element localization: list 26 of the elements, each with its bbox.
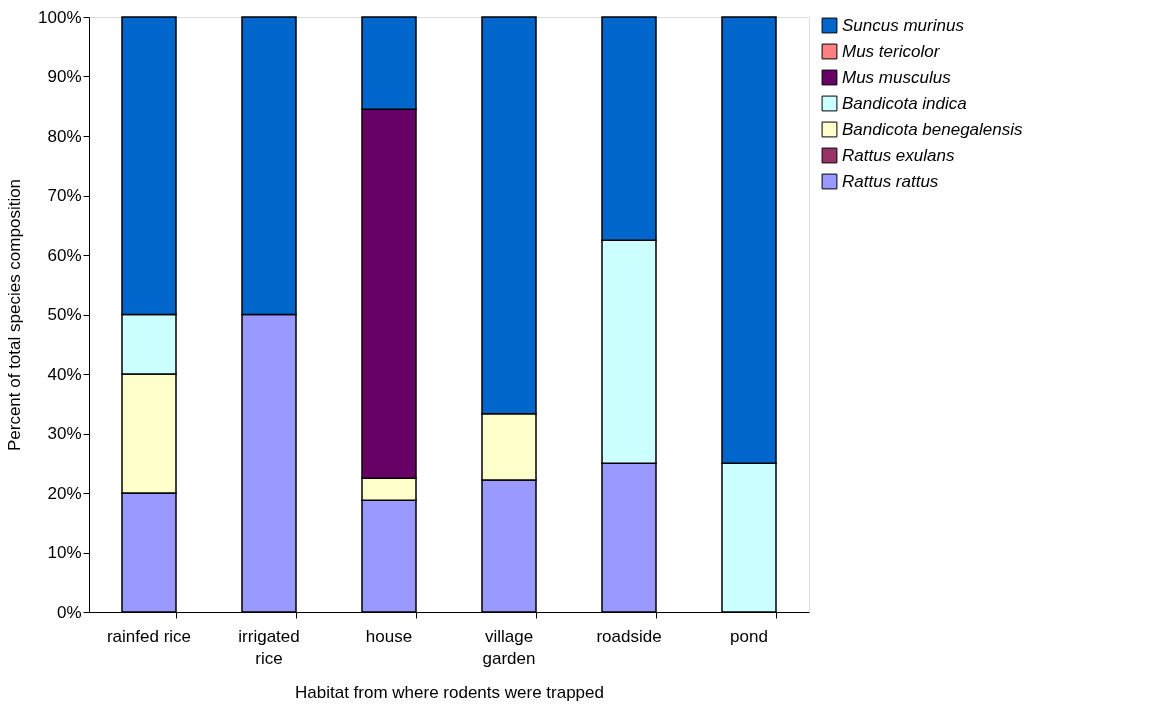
legend-label: Mus tericolor [842, 41, 941, 61]
legend-label: Bandicota benegalensis [842, 119, 1024, 139]
y-tick-label: 90% [47, 67, 82, 86]
x-tick-label: village garden [482, 626, 536, 668]
y-tick-label: 30% [47, 424, 82, 443]
y-tick-label: 70% [47, 186, 82, 205]
x-tick-label: roadside [596, 626, 662, 646]
y-tick-label: 20% [47, 483, 82, 503]
x-axis-title: Habitat from where rodents were trapped [295, 682, 604, 702]
legend-label: Mus musculus [842, 67, 952, 87]
x-tick-label: irrigated rice [238, 626, 300, 668]
legend-label: Rattus exulans [842, 145, 955, 165]
x-tick-label: pond [730, 626, 768, 646]
y-tick-label: 50% [47, 305, 82, 324]
legend-label: Suncus murinus [842, 15, 965, 35]
y-tick-label: 80% [47, 126, 82, 146]
y-tick-label: 60% [47, 245, 82, 265]
legend-label: Bandicota indica [842, 93, 967, 113]
y-tick-label: 40% [47, 364, 82, 384]
y-axis-title: Percent of total species composition [5, 178, 25, 452]
legend-label: Rattus rattus [842, 171, 939, 191]
y-tick-label: 100% [38, 7, 82, 27]
x-tick-label: rainfed rice [106, 626, 192, 646]
y-tick-label: 0% [56, 602, 82, 622]
y-tick-label: 10% [47, 543, 82, 562]
x-tick-label: house [365, 626, 413, 646]
